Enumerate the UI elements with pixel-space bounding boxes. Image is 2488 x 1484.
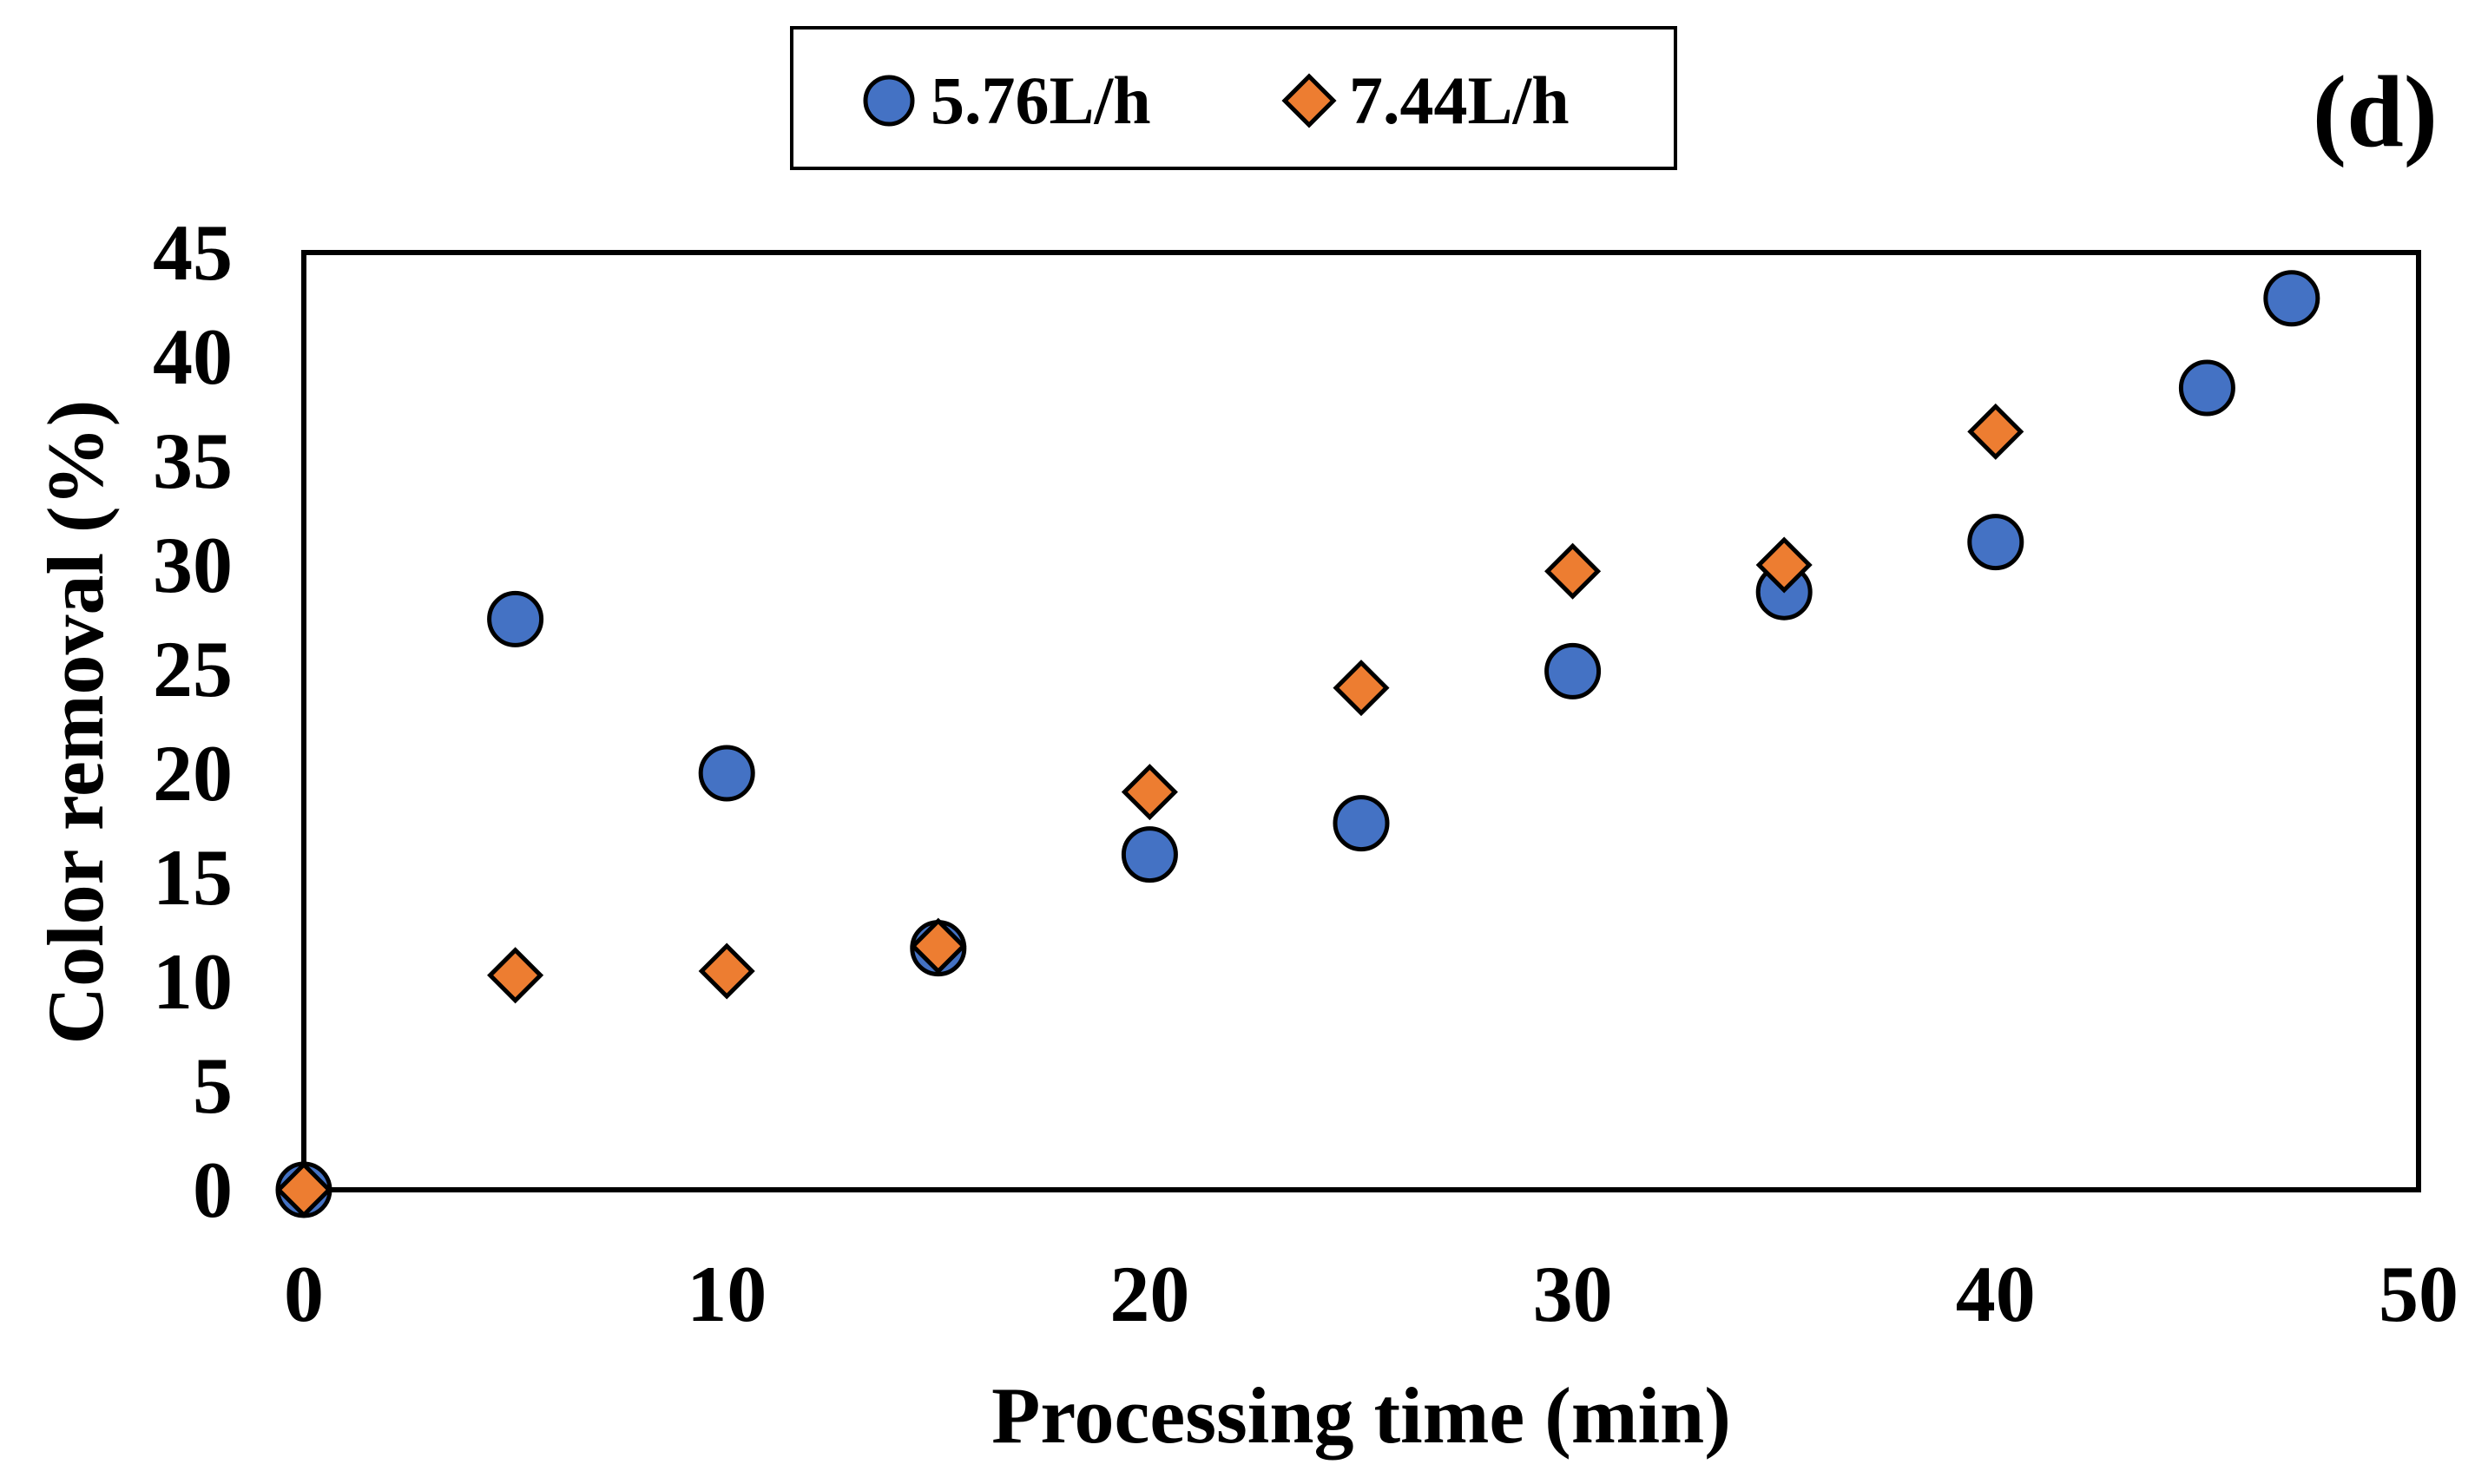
data-point-diamond [910,917,967,975]
series-7-44-l-h [275,403,2024,1218]
x-tick-label: 10 [687,1250,767,1338]
data-point-circle [1544,642,1602,699]
data-point-circle [487,590,544,647]
x-tick-label: 40 [1956,1250,2036,1338]
y-tick-label: 0 [193,1146,233,1234]
legend-label-series-2: 7.44L/h [1349,62,1570,138]
legend-marker-series-2 [1281,73,1337,128]
data-point-circle [2178,359,2235,417]
x-axis-ticks: 0 10 20 30 40 50 [284,1250,2458,1338]
y-tick-label: 30 [153,521,233,609]
legend-label-series-1: 5.76L/h [931,62,1151,138]
data-point-diamond [1121,764,1178,821]
data-point-circle [698,745,755,802]
data-point-diamond [1333,660,1390,717]
legend-marker-series-1 [863,75,915,127]
plot-area [301,250,2421,1192]
data-point-diamond [1967,403,2024,460]
y-axis-ticks: 0 5 10 15 20 25 30 35 40 45 [153,208,233,1234]
legend: 5.76L/h 7.44L/h [790,26,1677,170]
data-point-diamond [1755,536,1813,594]
x-tick-label: 20 [1109,1250,1189,1338]
panel-label: (d) [2313,55,2438,168]
data-point-diamond [275,1161,332,1218]
data-point-circle [1121,826,1178,883]
x-tick-label: 0 [284,1250,324,1338]
x-tick-label: 30 [1533,1250,1613,1338]
y-tick-label: 40 [153,312,233,401]
y-axis-label: Color removal (%) [31,400,120,1045]
y-tick-label: 25 [153,625,233,713]
data-point-diamond [487,947,544,1004]
y-tick-label: 20 [153,729,233,818]
data-point-circle [1333,795,1390,852]
y-tick-label: 45 [153,208,233,297]
data-point-diamond [698,942,755,1000]
x-axis-label: Processing time (min) [991,1371,1731,1460]
data-point-circle [1967,514,2024,571]
y-tick-label: 5 [193,1041,233,1130]
legend-box [790,26,1677,170]
x-tick-label: 50 [2379,1250,2458,1338]
y-tick-label: 15 [153,833,233,922]
y-tick-label: 35 [153,417,233,505]
data-point-diamond [1544,542,1602,600]
data-point-circle [2263,270,2320,327]
y-tick-label: 10 [153,937,233,1026]
